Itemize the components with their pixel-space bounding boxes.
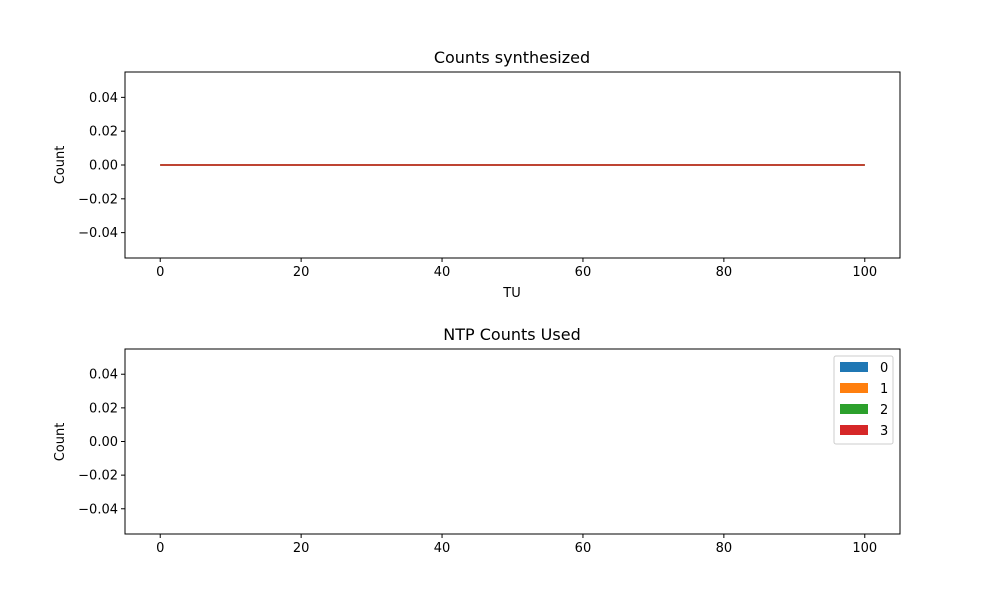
x-tick-label: 60: [575, 265, 592, 280]
legend-label-0: 0: [880, 361, 888, 376]
chart-title: NTP Counts Used: [443, 325, 580, 344]
y-tick-label: −0.02: [78, 192, 118, 207]
y-tick-label: 0.00: [89, 435, 118, 450]
y-axis: 0.04 0.02 0.00 −0.02 −0.04: [78, 368, 125, 517]
legend-label-3: 3: [880, 424, 888, 439]
x-axis: 0 20 40 60 80 100: [156, 258, 877, 280]
x-tick-label: 40: [434, 265, 451, 280]
chart-title: Counts synthesized: [434, 48, 590, 67]
y-tick-label: 0.00: [89, 159, 118, 174]
legend-swatch-2: [840, 404, 868, 414]
legend: 0 1 2 3: [833, 355, 894, 445]
legend-label-2: 2: [880, 403, 888, 418]
y-axis: 0.04 0.02 0.00 −0.02 −0.04: [78, 91, 125, 241]
x-tick-label: 40: [434, 541, 451, 556]
y-tick-label: 0.04: [89, 91, 118, 106]
y-tick-label: 0.02: [89, 401, 118, 416]
x-tick-label: 100: [852, 541, 877, 556]
x-tick-label: 0: [156, 541, 164, 556]
x-tick-label: 20: [293, 541, 310, 556]
plot-ntp-counts-used: NTP Counts Used 0 20 40 60 80 100 0.040.020.0…: [53, 325, 901, 556]
x-axis-label: TU: [502, 286, 520, 301]
y-tick-label: −0.04: [78, 502, 118, 517]
y-axis-label: Count: [53, 146, 68, 185]
y-tick-label: 0.04: [89, 368, 118, 383]
x-tick-label: 20: [293, 265, 310, 280]
plot-counts-synthesized: Counts synthesized 0 20 40 60 80 100 0.04 0.02…: [53, 48, 901, 301]
legend-frame: [833, 355, 894, 445]
legend-swatch-3: [840, 425, 868, 435]
x-tick-label: 80: [716, 265, 733, 280]
legend-swatch-1: [840, 383, 868, 393]
y-tick-label: 0.02: [89, 125, 118, 140]
x-axis: 0 20 40 60 80 100: [156, 534, 877, 556]
x-tick-label: 0: [156, 265, 164, 280]
y-tick-label: −0.02: [78, 469, 118, 484]
x-tick-label: 60: [575, 541, 592, 556]
x-tick-label: 80: [716, 541, 733, 556]
y-tick-label: −0.04: [78, 226, 118, 241]
axes-frame: [124, 348, 901, 535]
y-axis-label: Count: [53, 423, 68, 462]
legend-label-1: 1: [880, 382, 888, 397]
x-tick-label: 100: [852, 265, 877, 280]
legend-swatch-0: [840, 362, 868, 372]
